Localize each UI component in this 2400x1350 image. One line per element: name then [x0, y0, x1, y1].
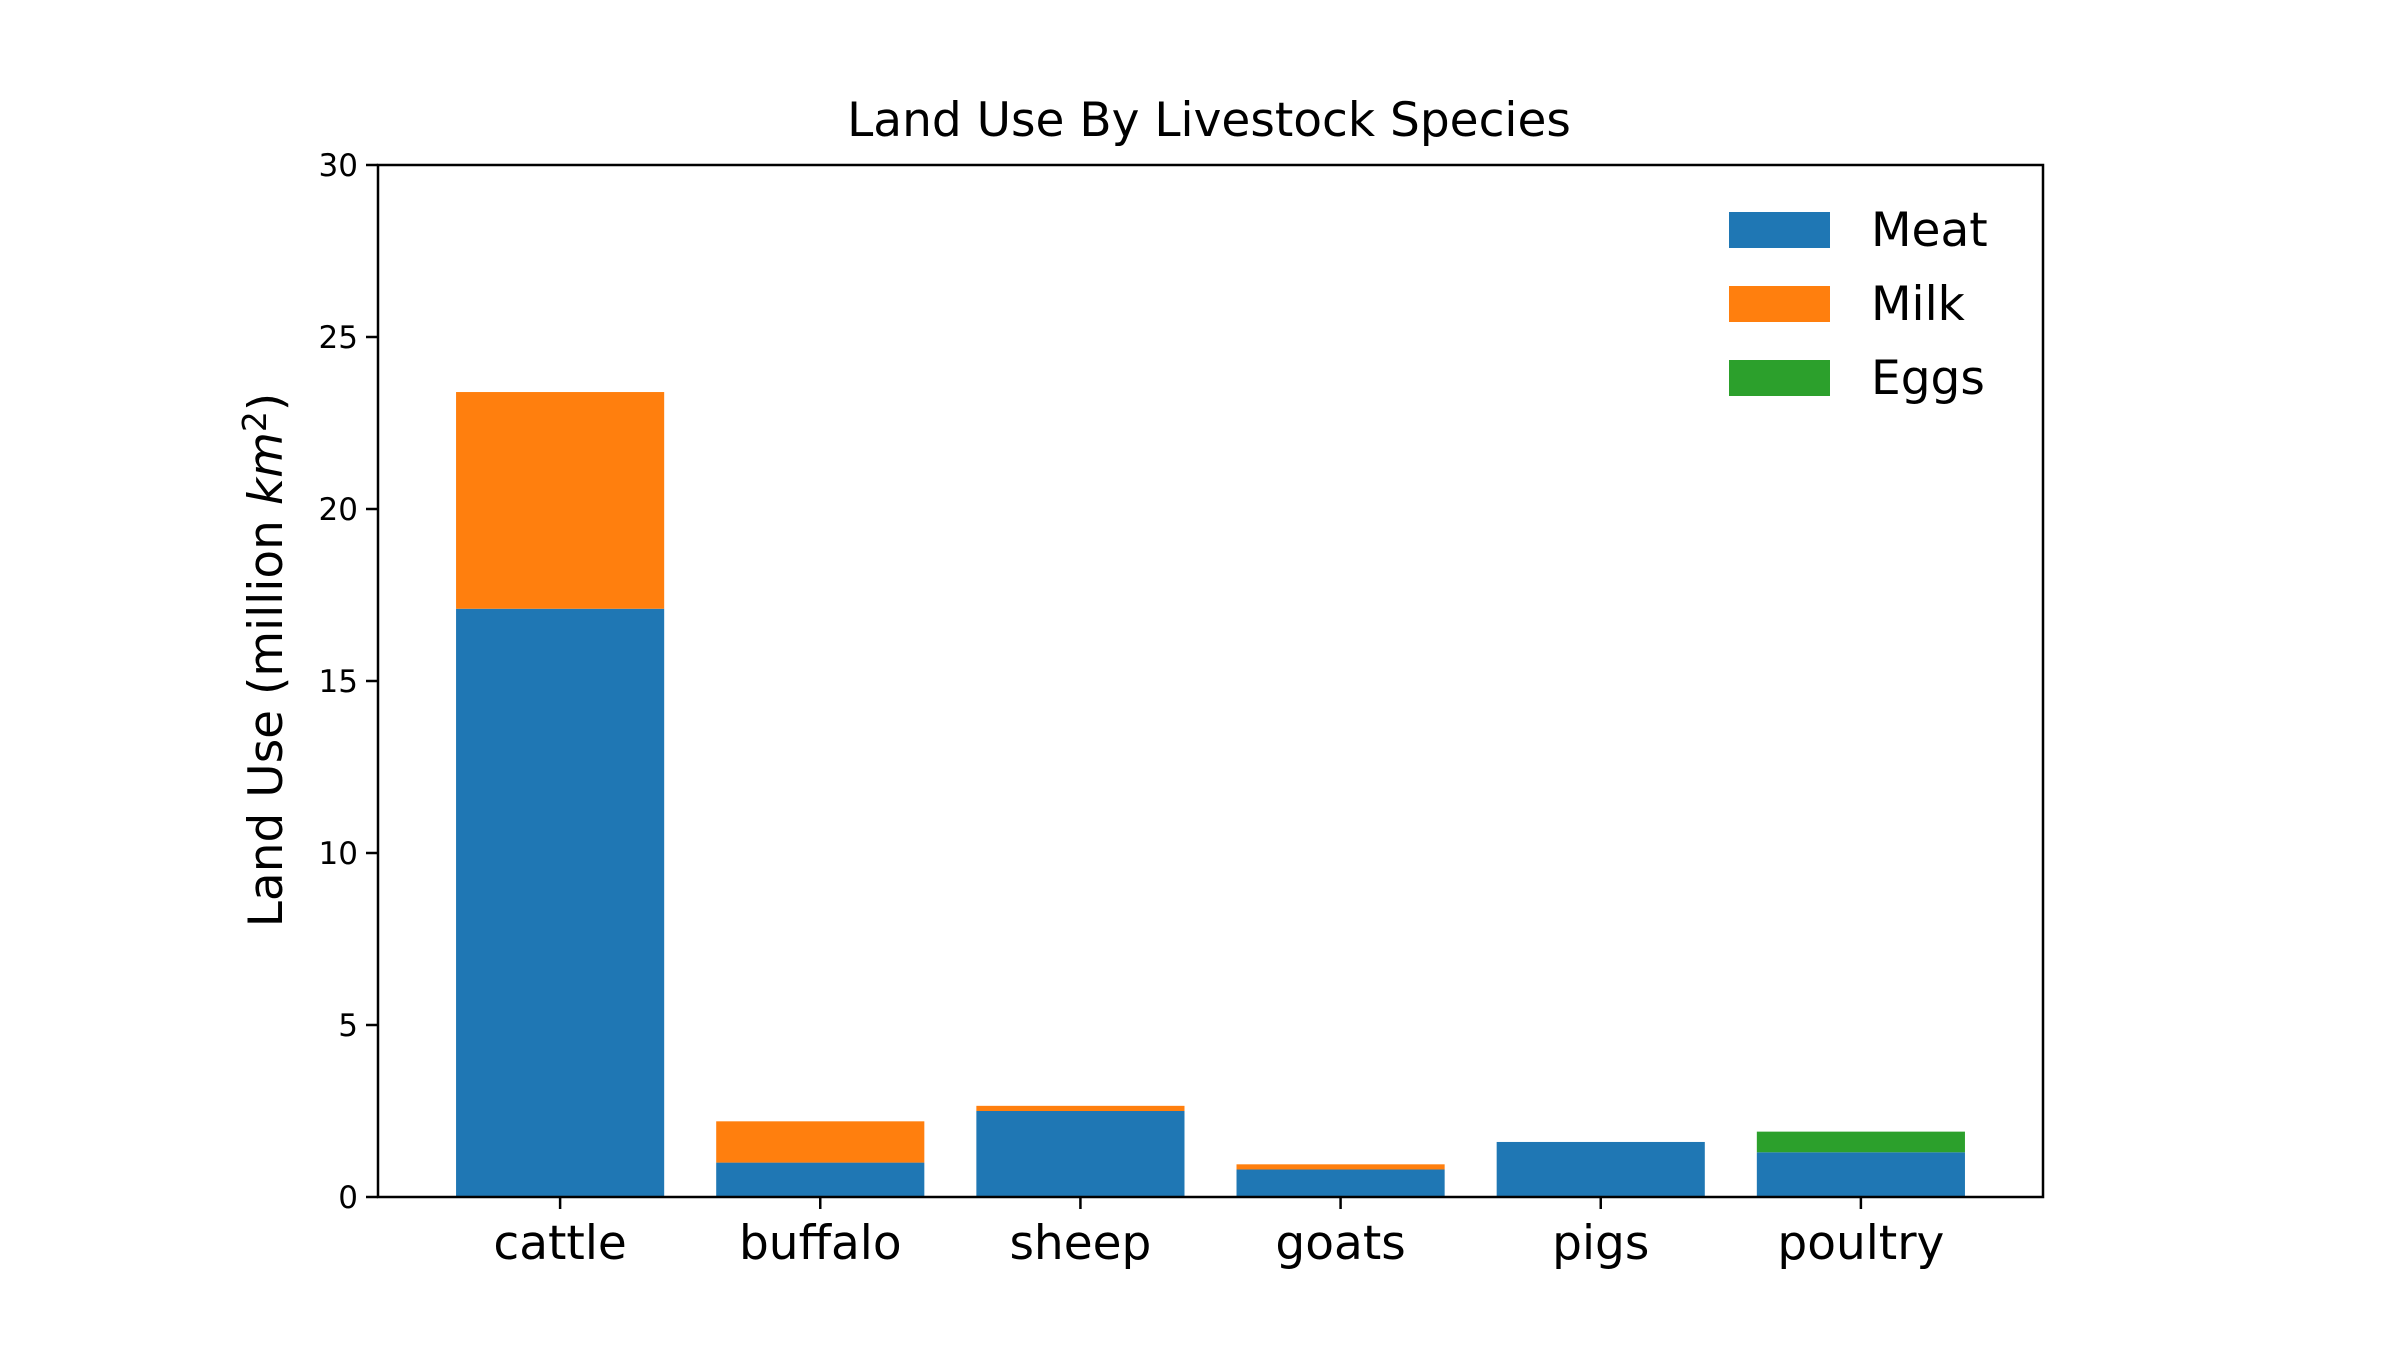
- x-tick-label-goats: goats: [1275, 1216, 1405, 1271]
- legend-label-milk: Milk: [1871, 277, 1966, 332]
- bar-cattle-milk: [456, 392, 665, 609]
- bar-poultry-eggs: [1756, 1131, 1965, 1153]
- x-tick-label-buffalo: buffalo: [739, 1216, 902, 1271]
- x-axis: cattle buffalo sheep goats pigs poultry: [493, 1197, 1944, 1271]
- y-tick-label: 20: [319, 492, 358, 528]
- legend-label-meat: Meat: [1871, 203, 1988, 258]
- bar-sheep-meat: [976, 1111, 1185, 1197]
- x-tick-label-cattle: cattle: [493, 1216, 626, 1271]
- x-tick-label-poultry: poultry: [1777, 1216, 1944, 1271]
- y-tick-label: 30: [319, 148, 358, 184]
- y-tick-label: 5: [338, 1008, 358, 1044]
- y-tick-label: 10: [319, 836, 358, 872]
- y-tick-label: 15: [319, 664, 358, 700]
- y-tick-label: 0: [338, 1180, 358, 1216]
- y-tick-label: 25: [319, 320, 358, 356]
- bar-poultry-meat: [1756, 1152, 1965, 1197]
- y-axis: 0 5 10 15 20 25 30: [319, 148, 378, 1216]
- y-axis-label-exponent: 2: [235, 411, 274, 432]
- bar-goats-meat: [1236, 1169, 1445, 1197]
- bar-buffalo-milk: [716, 1121, 925, 1163]
- bars-group: [456, 392, 1965, 1197]
- legend-swatch-meat: [1729, 212, 1830, 248]
- legend-label-eggs: Eggs: [1871, 351, 1985, 406]
- legend-swatch-milk: [1729, 286, 1830, 322]
- bar-cattle-meat: [456, 608, 665, 1197]
- bar-sheep-milk: [976, 1105, 1185, 1111]
- y-axis-label-unit: km: [239, 432, 294, 505]
- legend: Meat Milk Eggs: [1729, 203, 1988, 406]
- y-axis-label: Land Use (million km2): [235, 393, 294, 928]
- x-tick-label-sheep: sheep: [1009, 1216, 1151, 1271]
- plot-frame: [376, 163, 2045, 1199]
- chart-title: Land Use By Livestock Species: [847, 93, 1571, 148]
- x-tick-label-pigs: pigs: [1552, 1216, 1649, 1271]
- y-axis-label-suffix: ): [239, 393, 294, 411]
- y-axis-label-prefix: Land Use (million: [239, 505, 294, 927]
- bar-goats-milk: [1236, 1164, 1445, 1170]
- bar-pigs-meat: [1496, 1141, 1705, 1197]
- legend-swatch-eggs: [1729, 360, 1830, 396]
- bar-buffalo-meat: [716, 1162, 925, 1197]
